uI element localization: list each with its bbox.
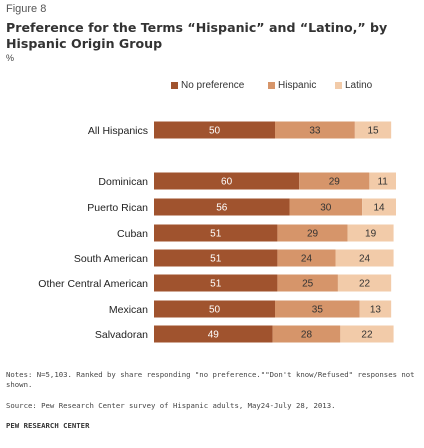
value-label-mexican-no-preference: 50 — [209, 305, 221, 316]
bar-other-central-american-hispanic — [277, 274, 338, 292]
stacked-bar-chart: All Hispanics 50 33 15 Dominican 60 29 11 Puerto… — [38, 121, 396, 343]
bar-mexican-no-preference — [154, 300, 275, 318]
bar-south-american-hispanic — [277, 249, 336, 267]
bar-dominican-latino — [369, 172, 396, 190]
unit-label: % — [6, 53, 15, 63]
legend-item-latino: Latino — [335, 80, 372, 91]
value-label-cuban-no-preference: 51 — [210, 229, 222, 240]
bar-dominican-no-preference — [154, 172, 300, 190]
value-label-puerto-rican-latino: 14 — [373, 203, 385, 214]
legend-label-hispanic: Hispanic — [278, 80, 317, 91]
bar-puerto-rican-hispanic — [289, 198, 363, 216]
category-label-salvadoran: Salvadoran — [95, 329, 148, 341]
legend-label-latino: Latino — [345, 80, 373, 91]
value-label-mexican-latino: 13 — [370, 305, 382, 316]
bar-south-american-no-preference — [154, 249, 278, 267]
category-label-other-central-american: Other Central American — [38, 278, 148, 290]
figure-label: Figure 8 — [6, 3, 47, 15]
value-label-south-american-hispanic: 24 — [301, 254, 313, 265]
bar-dominican-hispanic — [299, 172, 370, 190]
value-label-salvadoran-hispanic: 28 — [301, 330, 313, 341]
bar-all-hispanics-latino — [354, 121, 392, 139]
source: Source: Pew Research Center survey of Hi… — [6, 401, 336, 410]
category-label-mexican: Mexican — [109, 304, 148, 316]
value-label-dominican-no-preference: 60 — [221, 177, 233, 188]
notes: Notes: N=5,103. Ranked by share respondi… — [6, 370, 415, 389]
value-label-other-central-american-latino: 22 — [359, 279, 371, 290]
value-label-cuban-latino: 19 — [365, 229, 377, 240]
legend-swatch-hispanic — [268, 82, 275, 89]
value-label-other-central-american-hispanic: 25 — [302, 279, 314, 290]
value-label-cuban-hispanic: 29 — [307, 229, 319, 240]
bar-puerto-rican-no-preference — [154, 198, 290, 216]
value-label-dominican-latino: 11 — [377, 177, 388, 188]
legend-swatch-latino — [335, 82, 342, 89]
bar-salvadoran-hispanic — [272, 325, 341, 343]
legend-item-hispanic: Hispanic — [268, 80, 316, 91]
bar-all-hispanics-no-preference — [154, 121, 275, 139]
category-label-cuban: Cuban — [117, 228, 148, 240]
value-label-dominican-hispanic: 29 — [329, 177, 341, 188]
bar-south-american-latino — [335, 249, 394, 267]
legend: No preference — [171, 80, 244, 91]
value-label-all-hispanics-no-preference: 50 — [209, 126, 221, 137]
value-label-puerto-rican-no-preference: 56 — [216, 203, 228, 214]
chart-title: Preference for the Terms “Hispanic” and … — [6, 20, 388, 51]
value-label-south-american-latino: 24 — [359, 254, 371, 265]
bar-puerto-rican-latino — [362, 198, 396, 216]
bar-salvadoran-no-preference — [154, 325, 273, 343]
bar-cuban-hispanic — [277, 224, 348, 242]
bar-other-central-american-no-preference — [154, 274, 278, 292]
value-label-salvadoran-no-preference: 49 — [208, 330, 220, 341]
value-label-puerto-rican-hispanic: 30 — [320, 203, 332, 214]
bar-cuban-no-preference — [154, 224, 278, 242]
legend-label-no-preference: No preference — [181, 80, 245, 91]
value-label-south-american-no-preference: 51 — [210, 254, 222, 265]
category-label-dominican: Dominican — [98, 176, 148, 188]
value-label-all-hispanics-hispanic: 33 — [309, 126, 321, 137]
category-label-south-american: South American — [74, 253, 148, 265]
category-label-puerto-rican: Puerto Rican — [87, 202, 148, 214]
legend-swatch-no-preference — [171, 82, 178, 89]
value-label-salvadoran-latino: 22 — [361, 330, 373, 341]
organization-credit: PEW RESEARCH CENTER — [6, 421, 90, 430]
value-label-all-hispanics-latino: 15 — [367, 126, 379, 137]
value-label-mexican-hispanic: 35 — [312, 305, 324, 316]
bar-mexican-hispanic — [275, 300, 360, 318]
bar-all-hispanics-hispanic — [275, 121, 355, 139]
bar-cuban-latino — [347, 224, 394, 242]
bar-salvadoran-latino — [340, 325, 394, 343]
bar-other-central-american-latino — [337, 274, 392, 292]
value-label-other-central-american-no-preference: 51 — [210, 279, 222, 290]
bar-mexican-latino — [359, 300, 392, 318]
category-label-all-hispanics: All Hispanics — [88, 125, 148, 137]
